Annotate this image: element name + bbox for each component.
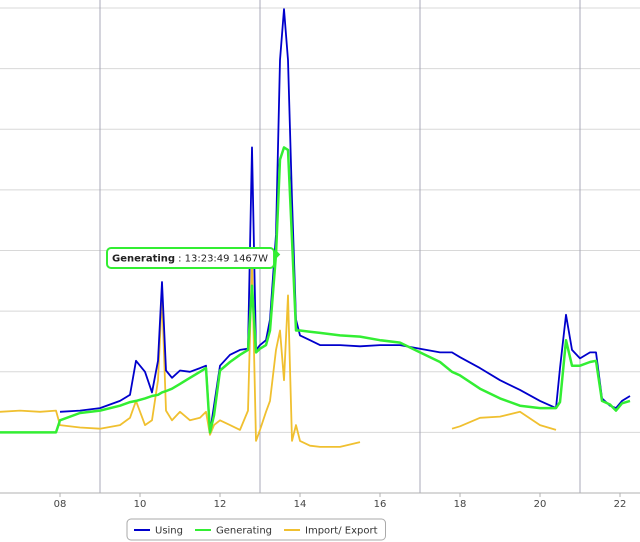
legend-label: Generating [216,526,272,537]
series-line [0,259,557,448]
x-tick-label: 18 [454,499,467,510]
x-tick-label: 16 [374,499,387,510]
x-tick-label: 08 [54,499,67,510]
tooltip-box [106,247,276,269]
legend-box [126,518,386,541]
x-tick-label: 14 [294,499,307,510]
x-tick-label: 22 [614,499,627,510]
x-tick-label: 12 [214,499,227,510]
legend-label: Import/ Export [305,526,378,537]
tooltip: Generating: 13:23:49 1467W [106,247,276,269]
tooltip-series: Generating [112,254,175,265]
legend: Using Generating Import/ Export [126,518,386,541]
tooltip-text: : 13:23:49 1467W [178,254,268,265]
series-line [59,8,631,434]
series-line [0,146,631,434]
legend-label: Using [155,526,183,537]
x-tick-label: 20 [534,499,547,510]
x-tick-label: 10 [134,499,147,510]
